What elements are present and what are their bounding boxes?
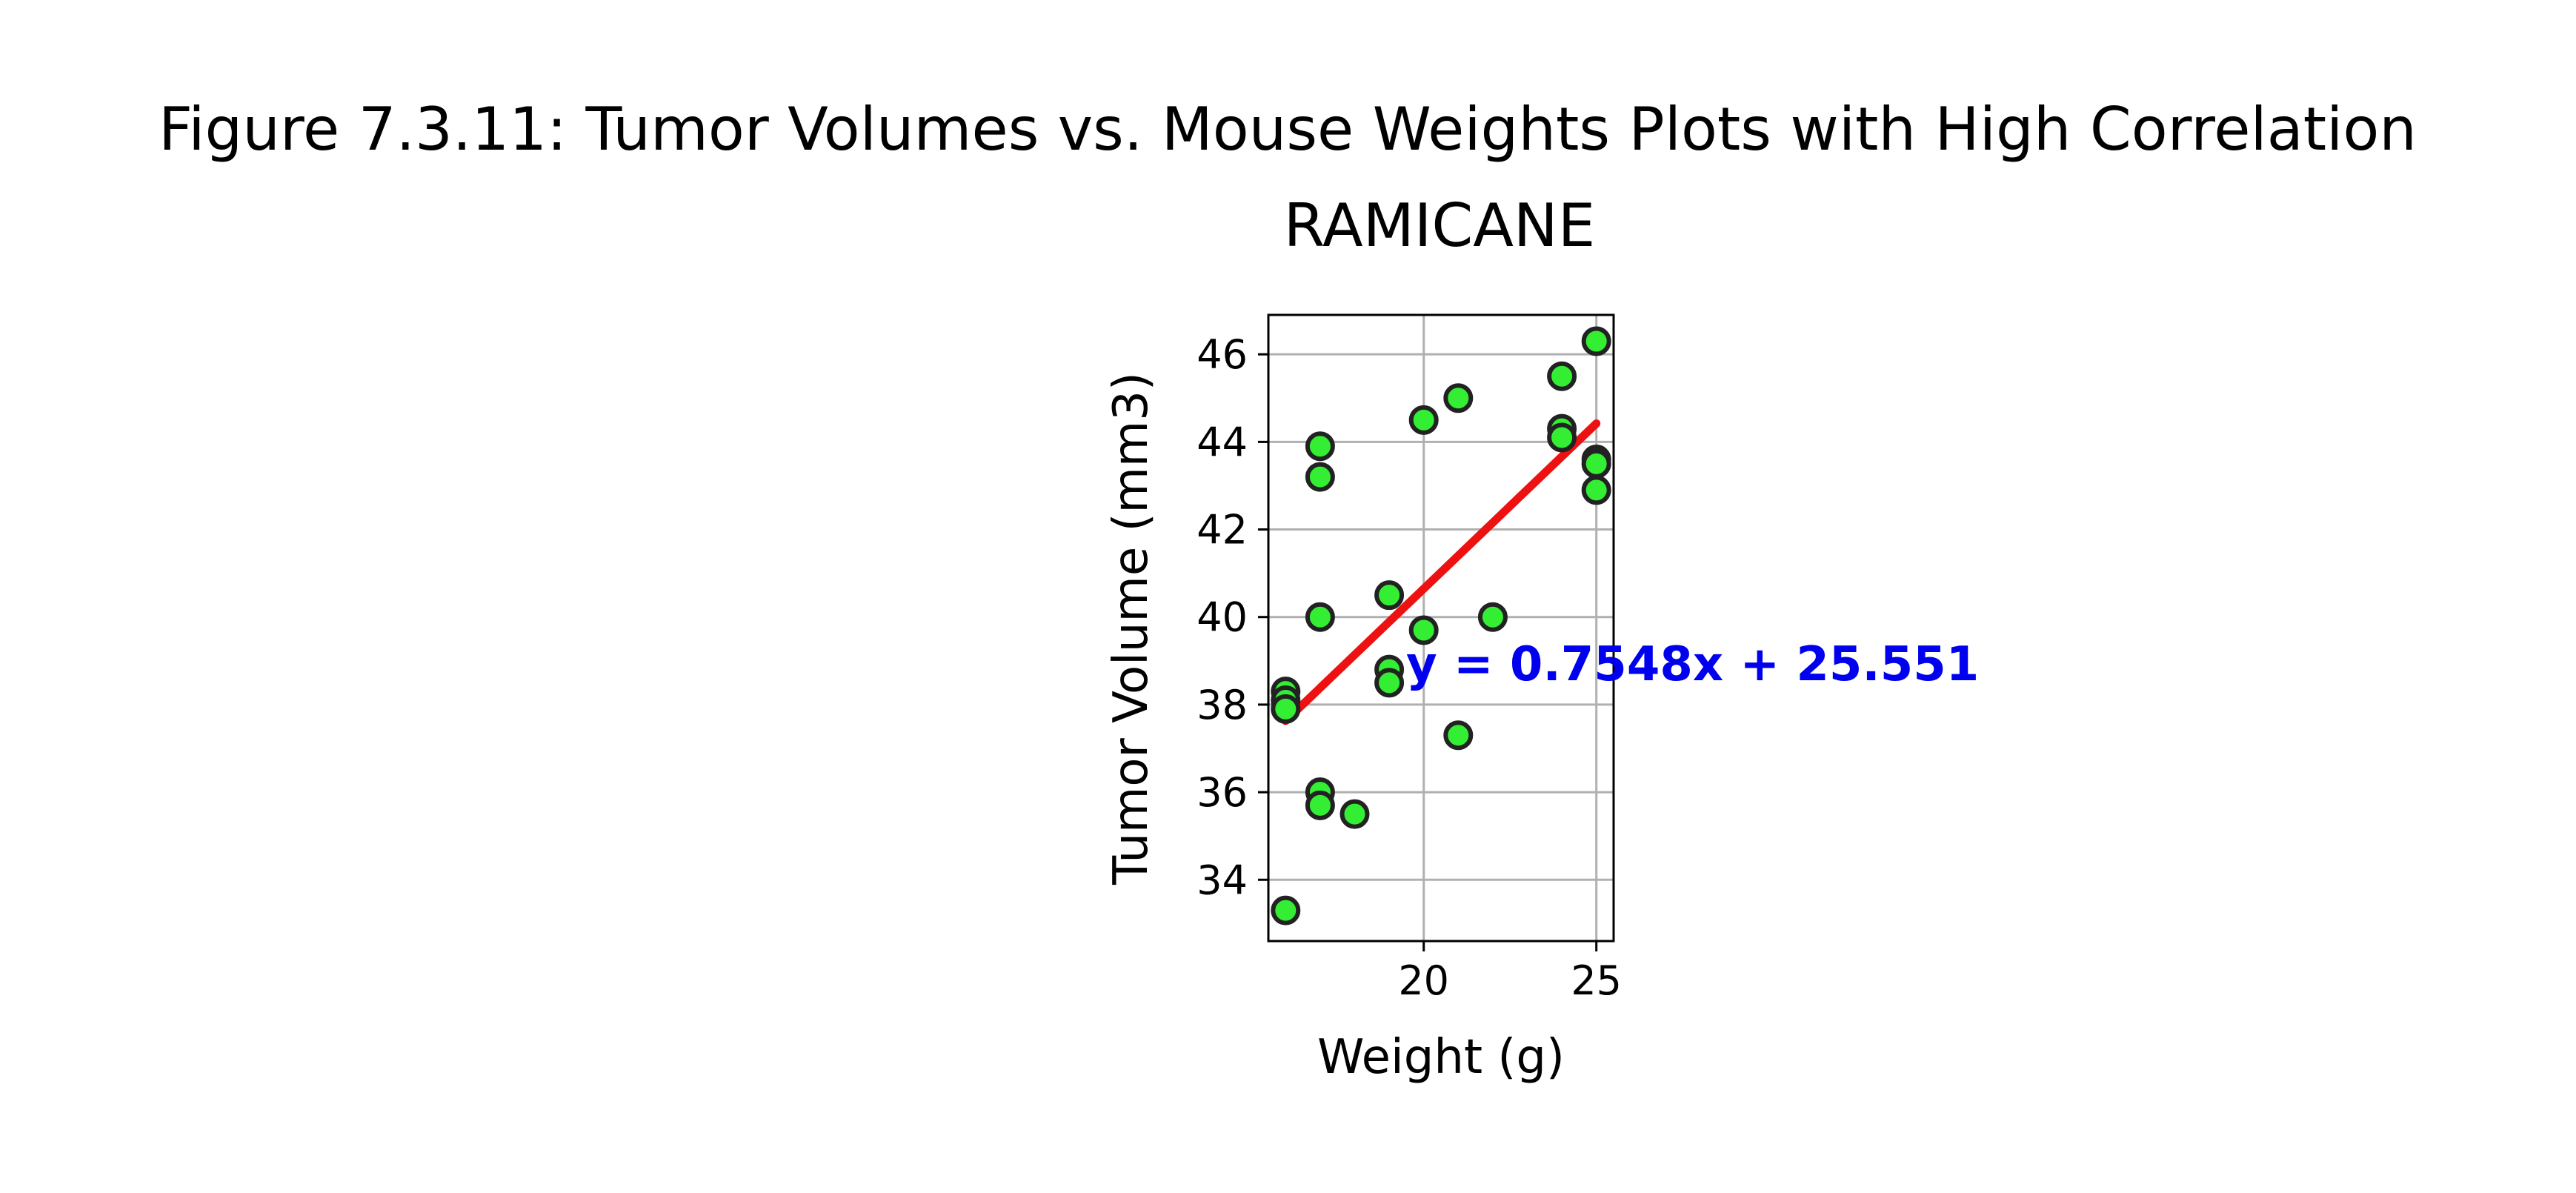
y-axis-label: Tumor Volume (mm3) <box>1104 372 1159 885</box>
data-point <box>1581 448 1611 479</box>
y-tick-label: 40 <box>1197 594 1248 641</box>
data-point <box>1443 383 1474 413</box>
data-point <box>1408 615 1439 645</box>
chart-title: RAMICANE <box>1284 191 1596 260</box>
data-point <box>1305 602 1335 632</box>
x-axis-label: Weight (g) <box>1317 1030 1565 1085</box>
y-tick-label: 36 <box>1197 769 1248 816</box>
data-points <box>1271 326 1611 926</box>
y-tick-label: 44 <box>1197 419 1248 465</box>
figure-title: Figure 7.3.11: Tumor Volumes vs. Mouse W… <box>159 95 2417 164</box>
data-point <box>1339 799 1370 829</box>
data-point <box>1581 475 1611 505</box>
data-point <box>1271 694 1301 724</box>
regression-equation-label: y = 0.7548x + 25.551 <box>1406 637 1979 692</box>
data-point <box>1408 405 1439 435</box>
data-point <box>1374 668 1405 698</box>
y-tick-label: 38 <box>1197 682 1248 728</box>
y-axis: 34 36 38 40 42 44 46 <box>1197 331 1268 903</box>
data-point <box>1374 580 1405 611</box>
y-tick-label: 42 <box>1197 507 1248 554</box>
data-point <box>1271 895 1301 926</box>
regression-line-layer <box>1281 419 1601 725</box>
data-point <box>1477 602 1508 632</box>
x-axis: 20 25 <box>1398 941 1622 1004</box>
data-point <box>1581 326 1611 356</box>
data-point <box>1547 361 1577 391</box>
plot-frame <box>1267 313 1615 943</box>
regression-line <box>1281 419 1601 725</box>
data-point <box>1305 431 1335 462</box>
x-tick-label: 20 <box>1398 957 1449 1004</box>
data-point <box>1547 422 1577 453</box>
y-tick-label: 34 <box>1197 857 1248 903</box>
y-tick-label: 46 <box>1197 331 1248 378</box>
data-point <box>1305 790 1335 820</box>
data-point <box>1305 462 1335 492</box>
data-point <box>1443 720 1474 751</box>
x-tick-label: 25 <box>1571 957 1622 1004</box>
